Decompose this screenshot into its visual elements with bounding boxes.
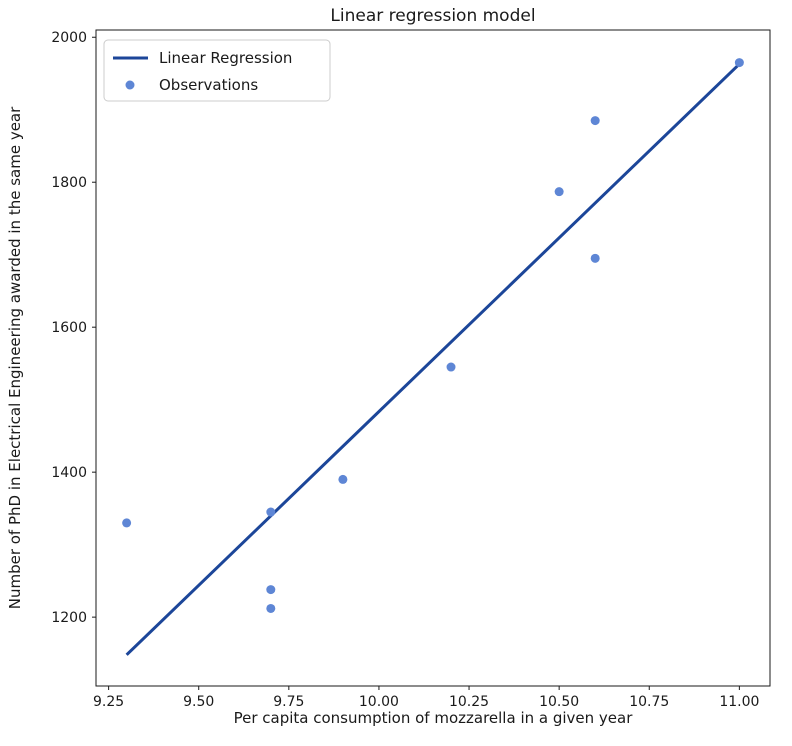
- observation-point: [554, 187, 564, 197]
- y-axis-label: Number of PhD in Electrical Engineering …: [6, 106, 24, 609]
- x-tick-label: 9.25: [93, 694, 124, 710]
- y-tick-label: 1400: [51, 465, 87, 481]
- legend-label-observations: Observations: [159, 76, 258, 94]
- x-axis-label: Per capita consumption of mozzarella in …: [234, 709, 634, 727]
- x-axis-ticks: 9.25 9.50 9.75 10.00 10.25 10.50 10.75 11.00: [93, 686, 759, 710]
- x-tick-label: 9.75: [273, 694, 304, 710]
- observation-point: [266, 603, 276, 613]
- plot-border: [95, 29, 771, 687]
- x-tick-label: 10.00: [359, 694, 399, 710]
- y-tick-label: 1200: [51, 610, 87, 626]
- observation-point: [338, 474, 348, 484]
- y-tick-label: 2000: [51, 30, 87, 46]
- chart-title: Linear regression model: [330, 6, 535, 26]
- x-tick-label: 11.00: [719, 694, 759, 710]
- x-tick-label: 9.50: [183, 694, 214, 710]
- observation-point: [266, 507, 276, 517]
- legend: Linear Regression Observations: [103, 39, 331, 102]
- observation-point: [734, 58, 744, 68]
- observation-point: [266, 585, 276, 595]
- y-tick-label: 1800: [51, 175, 87, 191]
- observation-point: [590, 253, 600, 263]
- legend-label-linear-regression: Linear Regression: [159, 49, 292, 67]
- y-axis-ticks: 1200 1400 1600 1800 2000: [51, 30, 96, 626]
- x-tick-label: 10.50: [539, 694, 579, 710]
- x-tick-label: 10.25: [449, 694, 489, 710]
- observation-point: [590, 116, 600, 126]
- regression-line: [125, 62, 741, 656]
- legend-dot-swatch: [125, 80, 135, 90]
- x-tick-label: 10.75: [629, 694, 669, 710]
- y-tick-label: 1600: [51, 320, 87, 336]
- observation-point: [122, 518, 132, 528]
- legend-box: [103, 39, 331, 102]
- observation-point: [446, 362, 456, 372]
- plot-series: [122, 58, 744, 656]
